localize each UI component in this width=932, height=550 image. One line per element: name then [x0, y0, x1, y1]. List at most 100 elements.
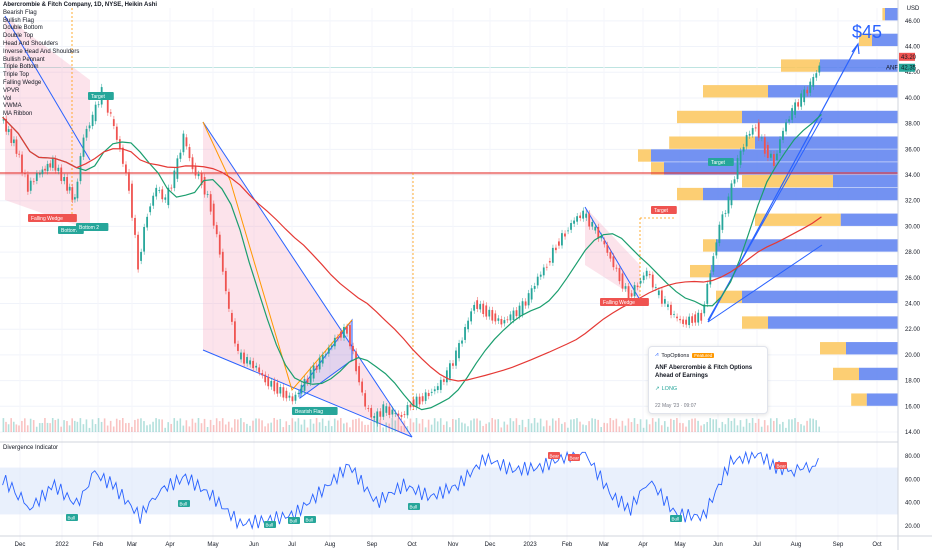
news-headline[interactable]: ANF Abercrombie & Fitch Options Ahead of… [655, 365, 753, 379]
volume-bar [812, 418, 814, 432]
candle-body [718, 224, 721, 244]
volume-bar [706, 421, 708, 432]
candle-body [194, 165, 197, 176]
volume-bar [782, 421, 784, 432]
volume-bar [676, 418, 678, 432]
volume-bar [397, 418, 400, 432]
volume-bar [294, 421, 297, 432]
volume-bar [660, 425, 663, 432]
y-tick-label: 40.00 [905, 96, 921, 102]
volume-bar [745, 418, 748, 432]
candle-body [170, 187, 173, 189]
volume-bar [191, 418, 194, 432]
candle-body [125, 164, 127, 173]
candle-body [388, 406, 391, 415]
candle-body [760, 137, 763, 139]
volume-bar [76, 421, 79, 432]
y-tick-label: 42.00 [905, 70, 921, 76]
y-tick-label: 32.00 [905, 199, 921, 205]
volume-bar [491, 418, 493, 432]
volume-bar [609, 418, 612, 432]
legend-item[interactable]: MA Ribbon [3, 111, 33, 118]
volume-bar [66, 421, 68, 432]
volume-bar [200, 423, 203, 432]
candle-body [594, 226, 597, 231]
volume-bar [26, 425, 29, 432]
candle-body [676, 316, 678, 319]
news-card[interactable]: ⩘ TopOptions Featured ANF Abercrombie & … [648, 346, 768, 414]
volume-bar [754, 422, 757, 432]
volume-bar [137, 418, 139, 432]
candle-body [240, 352, 242, 360]
volume-bar [433, 418, 436, 432]
volume-bar [485, 423, 487, 432]
volume-bar [267, 423, 269, 432]
candle-body [203, 176, 206, 195]
volume-bar [303, 419, 306, 432]
candle-body [612, 256, 615, 268]
legend-item[interactable]: Falling Wedge [3, 79, 42, 86]
candle-body [237, 343, 239, 351]
long-arrow-icon: ↗ [655, 386, 660, 392]
volume-bar [624, 425, 627, 432]
candle-body [673, 313, 675, 315]
candle-body [815, 73, 818, 78]
candle-body [476, 300, 479, 309]
candle-body [215, 225, 218, 235]
candle-body [209, 194, 212, 212]
volume-bar [209, 419, 212, 432]
volume-bar [188, 426, 191, 432]
volume-bar [282, 427, 285, 432]
volume-bar [494, 419, 497, 432]
vp-down-bar [866, 393, 898, 406]
volume-bar [285, 421, 288, 432]
wedge-upper-line [4, 15, 91, 161]
x-tick-label: Nov [448, 542, 459, 548]
legend-item[interactable]: VPVR [3, 87, 20, 94]
candle-body [288, 395, 291, 398]
candle-body [173, 170, 176, 189]
legend-item[interactable]: Vol [3, 95, 12, 102]
volume-bar [24, 418, 26, 432]
volume-bar [427, 419, 430, 432]
legend-item[interactable]: Double Top [3, 33, 34, 40]
volume-bar [336, 420, 339, 432]
bull-tag-bg [66, 514, 78, 521]
candle-body [639, 280, 642, 284]
legend-item[interactable]: Inverse Head And Shoulders [3, 48, 80, 55]
candle-body [682, 319, 684, 324]
legend-item[interactable]: Head And Shoulders [3, 40, 59, 47]
legend-item[interactable]: Double Bottom [3, 25, 43, 32]
candle-body [785, 122, 787, 132]
candle-body [421, 396, 424, 402]
candle-body [797, 102, 800, 107]
legend-item[interactable]: Bearish Flag [3, 9, 37, 16]
legend-item[interactable]: Triple Bottom [3, 64, 39, 71]
volume-bar [79, 418, 82, 432]
candle-body [230, 313, 233, 322]
candle-body [818, 65, 821, 73]
candle-body [355, 351, 357, 372]
y-tick-label: 28.00 [905, 250, 921, 256]
volume-bar [85, 419, 88, 432]
bull-tag: Bull [180, 501, 188, 506]
legend-item[interactable]: VWMA [3, 103, 22, 110]
legend-item[interactable]: Bullish Pennant [3, 56, 45, 63]
candle-body [748, 133, 751, 136]
support-trendline [707, 244, 823, 323]
legend-item[interactable]: Triple Top [3, 72, 30, 79]
candle-body [197, 173, 200, 177]
volume-bar [35, 426, 38, 432]
candle-body [409, 404, 412, 408]
candle-body [660, 290, 663, 304]
candle-body [44, 168, 46, 171]
legend-item[interactable]: Bullish Flag [3, 17, 35, 24]
candle-body [255, 365, 258, 368]
volume-bar [312, 423, 315, 432]
volume-bar [497, 419, 500, 432]
candle-body [333, 337, 336, 347]
volume-bar [751, 418, 754, 432]
candle-body [721, 214, 724, 230]
candle-body [146, 216, 149, 228]
